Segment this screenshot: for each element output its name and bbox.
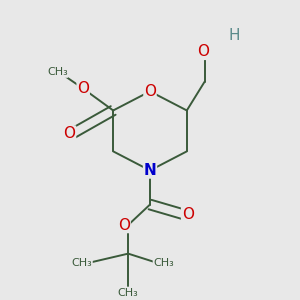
Text: CH₃: CH₃ [118,288,139,298]
Text: N: N [144,163,156,178]
Text: CH₃: CH₃ [47,67,68,77]
Text: O: O [182,207,194,222]
Text: CH₃: CH₃ [71,258,92,268]
Text: O: O [118,218,130,232]
Text: O: O [197,44,209,59]
Text: H: H [229,28,240,43]
Text: O: O [64,126,76,141]
Text: O: O [77,81,89,96]
Text: O: O [144,84,156,99]
Text: CH₃: CH₃ [153,258,174,268]
